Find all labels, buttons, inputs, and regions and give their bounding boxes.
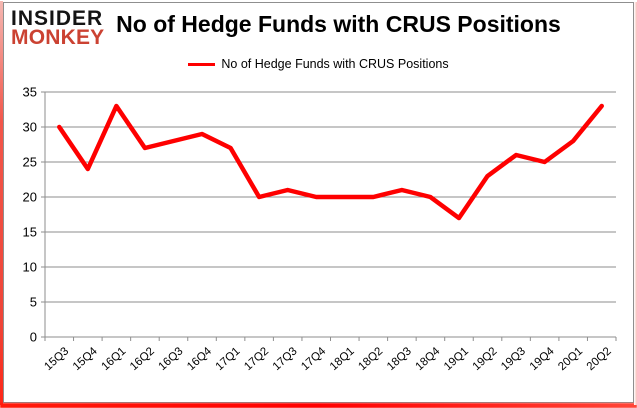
page-title: No of Hedge Funds with CRUS Positions [116, 11, 561, 37]
svg-text:17Q4: 17Q4 [299, 345, 328, 373]
red-glow-left [0, 1, 3, 405]
svg-text:19Q1: 19Q1 [442, 345, 471, 373]
svg-text:16Q2: 16Q2 [128, 345, 157, 373]
legend-line-swatch [188, 62, 216, 66]
svg-text:18Q1: 18Q1 [328, 345, 357, 373]
svg-text:10: 10 [23, 260, 37, 275]
red-glow-right [634, 2, 637, 405]
insider-monkey-logo: INSIDER MONKEY [11, 7, 105, 50]
svg-text:20Q2: 20Q2 [585, 345, 614, 373]
svg-text:25: 25 [23, 155, 37, 170]
svg-text:17Q3: 17Q3 [271, 345, 300, 373]
svg-text:15: 15 [23, 225, 37, 240]
svg-text:15Q3: 15Q3 [42, 345, 71, 373]
logo-line1: INSIDER [11, 7, 104, 30]
svg-text:30: 30 [23, 120, 37, 135]
svg-text:20: 20 [23, 190, 37, 205]
svg-text:16Q4: 16Q4 [185, 345, 214, 373]
svg-text:19Q2: 19Q2 [471, 345, 500, 373]
svg-text:35: 35 [23, 85, 37, 100]
inner-frame [3, 2, 634, 403]
logo-line2: MONKEY [11, 26, 105, 50]
svg-text:5: 5 [30, 295, 37, 310]
legend-label: No of Hedge Funds with CRUS Positions [221, 57, 449, 71]
chart-legend: No of Hedge Funds with CRUS Positions [0, 57, 637, 71]
svg-text:16Q1: 16Q1 [99, 345, 128, 373]
svg-text:17Q1: 17Q1 [214, 345, 243, 373]
svg-text:15Q4: 15Q4 [71, 345, 100, 373]
svg-text:19Q4: 19Q4 [528, 345, 557, 373]
svg-text:20Q1: 20Q1 [556, 345, 585, 373]
svg-text:18Q3: 18Q3 [385, 345, 414, 373]
svg-text:0: 0 [30, 330, 37, 345]
red-glow-bottom [0, 403, 637, 408]
svg-text:17Q2: 17Q2 [242, 345, 271, 373]
svg-text:16Q3: 16Q3 [157, 345, 186, 373]
svg-text:18Q2: 18Q2 [356, 345, 385, 373]
svg-text:19Q3: 19Q3 [499, 345, 528, 373]
svg-text:18Q4: 18Q4 [413, 345, 442, 373]
